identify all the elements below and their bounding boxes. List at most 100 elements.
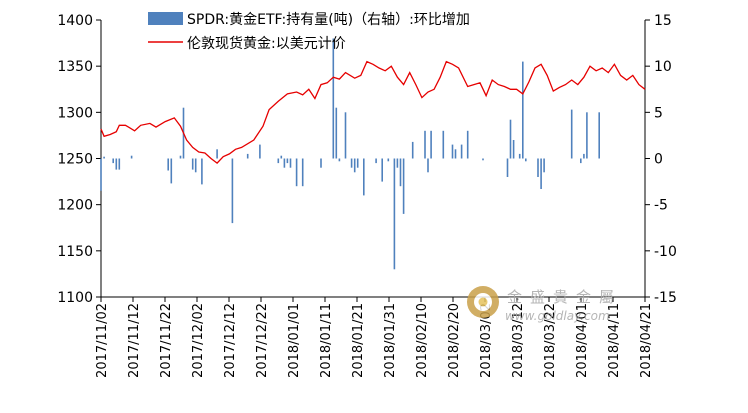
bar xyxy=(320,158,322,168)
bar xyxy=(194,158,197,173)
y-right-tick-label: -10 xyxy=(654,244,677,260)
bar xyxy=(100,158,102,191)
bar xyxy=(344,112,347,159)
bar xyxy=(460,144,463,159)
bar xyxy=(430,130,432,159)
bar xyxy=(167,158,169,171)
bar xyxy=(335,107,338,159)
legend-label-line: 伦敦现货黄金:以美元计价 xyxy=(187,35,346,52)
bar xyxy=(381,158,383,182)
bar xyxy=(442,130,445,159)
bar xyxy=(332,38,335,159)
watermark: 金盛貴金屬 www.goldlay.com xyxy=(467,286,622,323)
y-left-tick-label: 1400 xyxy=(57,13,93,29)
bar xyxy=(130,155,133,159)
line-series xyxy=(100,60,646,164)
x-tick-label: 2018/03/22 xyxy=(543,303,558,378)
x-tick-label: 2017/11/02 xyxy=(95,303,110,378)
bar xyxy=(454,149,457,159)
bar xyxy=(289,158,292,168)
x-tick-label: 2018/04/11 xyxy=(607,303,622,378)
y-left-tick-label: 1300 xyxy=(57,105,93,121)
y-left-tick-label: 1350 xyxy=(57,59,93,75)
bar xyxy=(393,158,396,270)
x-tick-label: 2017/12/02 xyxy=(191,303,206,378)
bar xyxy=(231,158,234,224)
axes: 1100 1150 1200 1250 1300 1350 1400 -15 -10 -5 0 5 10… xyxy=(57,13,677,378)
legend: SPDR:黄金ETF:持有量(吨)（右轴）:环比增加 伦敦现货黄金:以美元计价 xyxy=(148,11,470,52)
bar xyxy=(518,153,521,159)
bar xyxy=(363,158,365,196)
watermark-logo-core xyxy=(478,297,488,307)
gold-price-line xyxy=(100,60,646,164)
x-tick-label: 2018/01/11 xyxy=(319,303,334,378)
bar xyxy=(570,109,573,159)
bar xyxy=(295,158,298,187)
x-tick-label: 2017/11/22 xyxy=(159,303,174,378)
x-tick-label: 2018/01/01 xyxy=(287,303,302,378)
bar xyxy=(301,158,304,187)
bar xyxy=(512,140,515,159)
y-right-tick-label: 0 xyxy=(654,152,663,168)
bar xyxy=(598,112,600,159)
x-tick-label: 2018/01/31 xyxy=(383,303,398,378)
bar xyxy=(112,158,114,164)
bar xyxy=(353,158,356,173)
x-tick-label: 2018/04/21 xyxy=(639,303,654,378)
legend-swatch-bar xyxy=(148,12,183,25)
y-right-tick-label: -5 xyxy=(654,198,668,214)
watermark-brand: 金盛貴金屬 xyxy=(507,288,622,306)
bar xyxy=(259,144,261,159)
bar xyxy=(170,158,173,184)
bar xyxy=(466,130,469,159)
bar xyxy=(283,158,286,168)
y-left-tick-label: 1150 xyxy=(57,244,93,260)
bar xyxy=(216,149,218,159)
y-right-tick-label: 15 xyxy=(654,13,672,29)
y-right-tick-label: 10 xyxy=(654,59,672,75)
bar xyxy=(506,158,509,177)
bar xyxy=(525,158,527,162)
bar xyxy=(191,158,194,170)
x-tick-label: 2017/11/12 xyxy=(127,303,142,378)
x-tick-label: 2018/04/01 xyxy=(575,303,590,378)
bar xyxy=(387,158,390,162)
x-tick-label: 2018/02/10 xyxy=(415,303,430,378)
bar xyxy=(583,153,585,159)
bar xyxy=(399,158,402,187)
bar xyxy=(482,158,484,161)
y-right-tick-label: -15 xyxy=(654,290,677,306)
x-tick-label: 2018/03/12 xyxy=(511,303,526,378)
bar xyxy=(586,112,588,159)
bar xyxy=(396,158,399,168)
bar xyxy=(103,156,105,159)
bar xyxy=(201,158,203,185)
bar xyxy=(580,158,582,164)
x-tick-label: 2018/03/02 xyxy=(479,303,494,378)
legend-label-bar: SPDR:黄金ETF:持有量(吨)（右轴）:环比增加 xyxy=(187,11,470,28)
bar xyxy=(356,158,359,168)
bar xyxy=(277,158,280,164)
x-tick-label: 2018/01/21 xyxy=(351,303,366,378)
bar xyxy=(375,158,377,164)
y-right-tick-label: 5 xyxy=(654,105,663,121)
bar xyxy=(338,158,341,162)
bar xyxy=(350,158,353,168)
bar xyxy=(286,158,289,164)
bar xyxy=(451,144,454,159)
bar-series xyxy=(100,38,600,270)
bar xyxy=(509,119,512,159)
bar xyxy=(537,158,539,177)
bar xyxy=(543,158,545,173)
bar xyxy=(402,158,405,214)
x-tick-label: 2018/02/20 xyxy=(447,303,462,378)
y-left-tick-label: 1100 xyxy=(57,290,93,306)
bar xyxy=(280,155,283,159)
y-left-tick-label: 1250 xyxy=(57,152,93,168)
y-left-tick-label: 1200 xyxy=(57,198,93,214)
bar xyxy=(540,158,542,189)
bar xyxy=(424,130,426,159)
bar xyxy=(427,158,429,173)
